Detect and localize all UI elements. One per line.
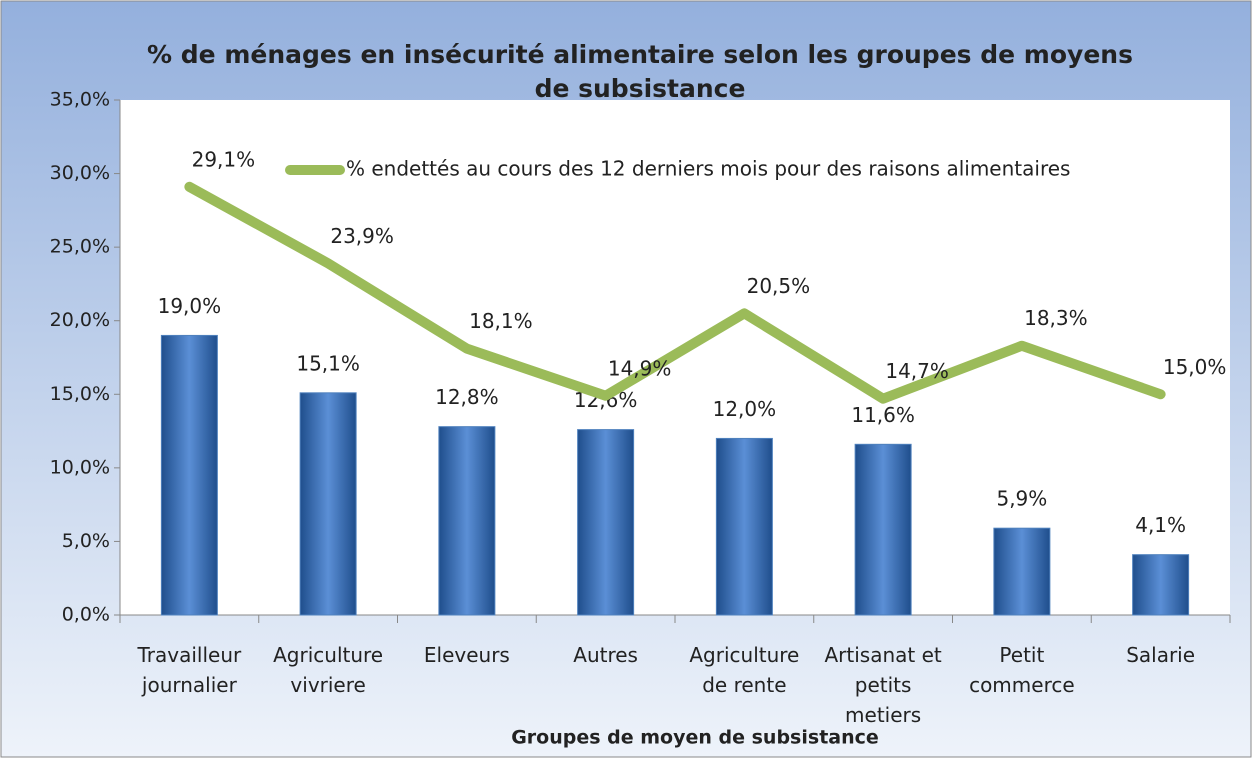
x-tick-label: Petit commerce [969, 643, 1075, 697]
line-value-label: 18,3% [1024, 306, 1088, 330]
x-tick-label: Agriculture de rente [689, 643, 800, 697]
y-tick-label: 25,0% [50, 236, 110, 258]
bar-value-label: 15,1% [296, 351, 360, 375]
line-value-label: 14,9% [608, 356, 672, 380]
x-tick-box: Artisanat et petits metiers [824, 643, 942, 727]
line-value-label: 20,5% [747, 274, 811, 298]
line-value-label: 14,7% [885, 359, 949, 383]
x-tick-box: Agriculture vivriere [273, 643, 384, 697]
y-tick-label: 35,0% [50, 89, 110, 111]
x-tick-box: Petit commerce [969, 643, 1075, 697]
line-series [184, 181, 1166, 404]
line-value-label: 15,0% [1163, 355, 1227, 379]
bar [299, 392, 357, 616]
x-tick-box: Autres [573, 643, 638, 667]
x-tick-label: Agriculture vivriere [273, 643, 384, 697]
x-tick-box: Travailleur journalier [137, 643, 242, 697]
y-tick-label: 20,0% [50, 309, 110, 331]
bar-value-label: 11,6% [851, 403, 915, 427]
y-tick-label: 0,0% [62, 604, 110, 626]
bar [1132, 554, 1190, 616]
x-tick-label: Travailleur journalier [137, 643, 242, 697]
legend-label: % endettés au cours des 12 derniers mois… [346, 157, 1070, 181]
bar-value-label: 12,8% [435, 385, 499, 409]
line-value-label: 18,1% [469, 309, 533, 333]
line-value-label: 29,1% [192, 147, 256, 171]
x-tick-box: Salarie [1126, 643, 1196, 667]
y-tick-label: 30,0% [50, 162, 110, 184]
bar [854, 443, 912, 616]
bar [577, 429, 635, 616]
bar [160, 334, 218, 616]
x-tick-label: Artisanat et petits metiers [824, 643, 942, 727]
x-tick-label: Eleveurs [423, 643, 510, 667]
bar-value-label: 19,0% [158, 294, 222, 318]
bar [438, 426, 496, 616]
x-tick-box: Agriculture de rente [689, 643, 800, 697]
x-tick-box: Eleveurs [423, 643, 510, 667]
bar [715, 437, 773, 616]
line-value-label: 23,9% [330, 224, 394, 248]
chart-title: % de ménages en insécurité alimentaire s… [147, 40, 1133, 103]
y-tick-label: 5,0% [62, 530, 110, 552]
bar-value-label: 12,0% [713, 397, 777, 421]
x-tick-label: Autres [573, 643, 638, 667]
x-tick-label: Salarie [1126, 643, 1196, 667]
bar [993, 527, 1051, 616]
title-box: % de ménages en insécurité alimentaire s… [147, 40, 1133, 103]
bar-value-label: 5,9% [996, 487, 1047, 511]
y-tick-label: 10,0% [50, 456, 110, 478]
bar-value-label: 4,1% [1135, 513, 1186, 537]
y-tick-label: 15,0% [50, 383, 110, 405]
x-axis-title: Groupes de moyen de subsistance [511, 727, 879, 749]
